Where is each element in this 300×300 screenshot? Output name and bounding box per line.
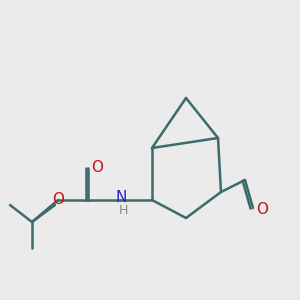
Text: O: O <box>52 193 64 208</box>
Text: H: H <box>118 205 128 218</box>
Text: N: N <box>115 190 127 206</box>
Text: O: O <box>91 160 103 175</box>
Text: O: O <box>256 202 268 217</box>
